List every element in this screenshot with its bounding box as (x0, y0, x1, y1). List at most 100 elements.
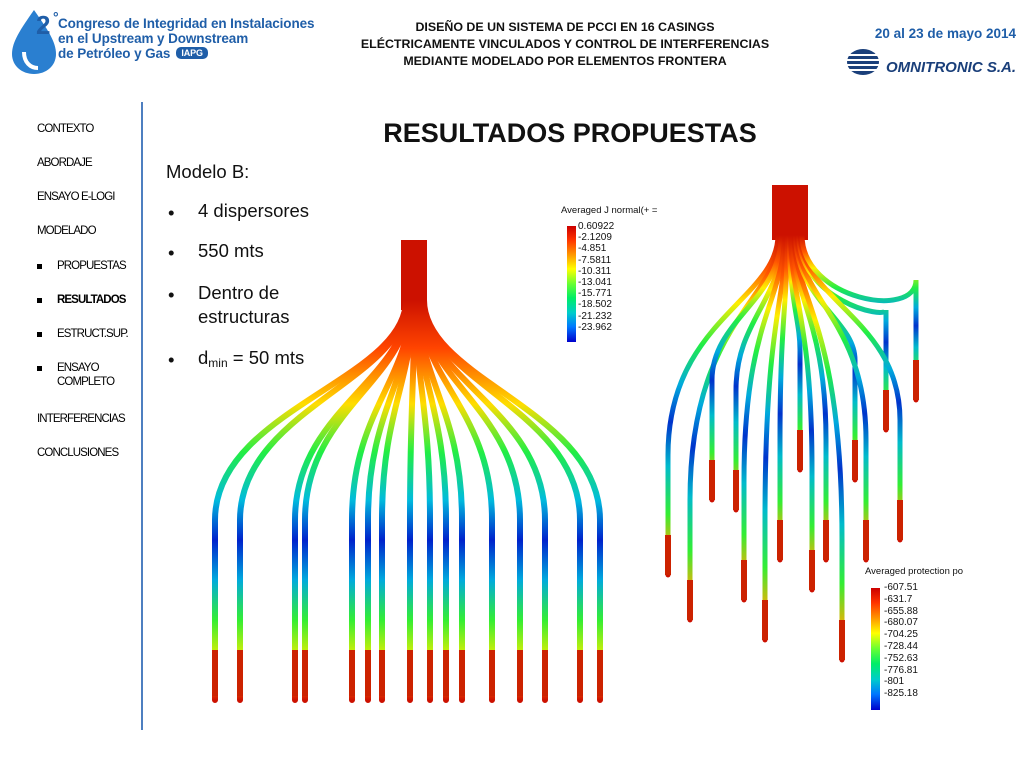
casing-tip (489, 650, 495, 696)
dmin-subscript: min (208, 356, 228, 370)
sidebar-item-modelado[interactable]: MODELADO (37, 225, 97, 237)
casing-tip (863, 520, 869, 560)
casing-tip (687, 580, 693, 620)
logo-number: 2 (36, 10, 50, 40)
casing-tip (443, 650, 449, 696)
legend-protection-value: -655.88 (884, 605, 918, 617)
sidebar-divider (141, 102, 143, 730)
bullet-length: 550 mts (198, 240, 264, 261)
casing-tip (577, 650, 583, 696)
casing-tip (733, 470, 739, 510)
legend-protection-title: Averaged protection po (865, 566, 964, 577)
model-label: Modelo B: (166, 161, 250, 182)
casing-tip (852, 440, 858, 480)
casing-tip (597, 650, 603, 696)
bullet-dot-icon: • (168, 242, 175, 263)
legend-current-value: 0.60922 (578, 221, 615, 232)
legend-protection-value: -728.44 (884, 640, 918, 652)
header-title-line2: ELÉCTRICAMENTE VINCULADOS Y CONTROL DE I… (360, 37, 770, 51)
dmin-symbol: d (198, 347, 209, 368)
bullet-square-icon (37, 298, 42, 303)
header-title: DISEÑO DE UN SISTEMA DE PCCI EN 16 CASIN… (320, 19, 810, 70)
right-model-casings (665, 185, 919, 663)
legend-current-value: -18.502 (578, 299, 612, 311)
casing-tip (709, 460, 715, 500)
legend-current-value: -13.041 (578, 277, 612, 289)
casing-tip (823, 520, 829, 560)
casing-tip (839, 620, 845, 660)
casing-tip (542, 650, 548, 696)
casing-line (302, 297, 413, 703)
bullet-dot-icon: • (168, 284, 175, 305)
casing-line (421, 297, 603, 703)
casing-tip (797, 430, 803, 470)
bullet-dispersores: 4 dispersores (198, 200, 310, 221)
casing-line (709, 232, 784, 503)
legend-protection-value: -825.18 (884, 688, 918, 700)
legend-current-values: 0.60922 -2.1209 -4.851 -7.5811 -10.311 -… (578, 221, 614, 333)
legend-current-value: -15.771 (578, 288, 612, 300)
bullet-dot-icon: • (168, 202, 175, 223)
bullet-dot-icon: • (168, 349, 175, 370)
sidebar-item-propuestas[interactable]: PROPUESTAS (57, 260, 127, 272)
logo-text-line3-label: de Petróleo y Gas (58, 46, 171, 61)
company-logo: OMNITRONIC S.A. (846, 46, 1016, 76)
casing-tip (349, 650, 355, 696)
sidebar-item-abordaje[interactable]: ABORDAJE (37, 157, 93, 169)
bullet-square-icon (37, 264, 42, 269)
casing-tip (741, 560, 747, 600)
legend-protection-value: -704.25 (884, 629, 918, 641)
casing-tip (459, 650, 465, 696)
legend-protection-bar (871, 588, 880, 710)
header-title-line1: DISEÑO DE UN SISTEMA DE PCCI EN 16 CASIN… (415, 20, 715, 34)
casing-tip (913, 360, 919, 400)
dmin-value: = 50 mts (227, 347, 305, 368)
legend-protection-values: -607.51 -631.7 -655.88 -680.07 -704.25 -… (884, 582, 918, 700)
logo-text-line3: de Petróleo y Gas IAPG (58, 46, 208, 61)
casing-tip (762, 600, 768, 640)
bullet-dmin: dmin = 50 mts (198, 346, 304, 375)
casing-line (799, 232, 919, 403)
company-name: OMNITRONIC S.A. (886, 59, 1016, 76)
legend-protection-value: -680.07 (884, 617, 918, 629)
casing-line (237, 297, 411, 703)
legend-current-density: Averaged J normal(+ = 0.60922 -2.1209 -4… (561, 205, 671, 345)
casing-tip (427, 650, 433, 696)
casing-tip (302, 650, 308, 696)
legend-current-value: -21.232 (578, 310, 612, 322)
legend-current-value: -10.311 (578, 265, 612, 277)
casing-line (407, 297, 418, 703)
casing-tip (212, 650, 218, 696)
legend-current-value: -4.851 (578, 243, 607, 255)
event-date: 20 al 23 de mayo 2014 (874, 26, 1016, 41)
globe-stripes-icon (846, 49, 880, 75)
sidebar-item-resultados[interactable]: RESULTADOS (57, 294, 126, 306)
casing-tip (777, 520, 783, 560)
logo-superscript: ° (53, 9, 59, 25)
legend-current-value: -2.1209 (578, 232, 612, 244)
casing-tip (292, 650, 298, 696)
legend-protection-value: -752.63 (884, 652, 918, 664)
legend-protection-value: -631.7 (884, 593, 913, 605)
casing-tip (379, 650, 385, 696)
slide-title: RESULTADOS PROPUESTAS (383, 118, 757, 148)
casing-bundle-top (772, 185, 808, 240)
casing-line (741, 232, 787, 603)
legend-protection-value: -801 (884, 676, 905, 688)
sidebar-item-ensayo-completo[interactable]: ENSAYO COMPLETO (57, 362, 115, 388)
iapg-badge: IAPG (176, 47, 208, 59)
sidebar-item-ensayo-e-logi[interactable]: ENSAYO E-LOGI (37, 191, 115, 203)
bullet-location: Dentro de estructuras (198, 282, 290, 327)
sidebar-item-estruct-sup[interactable]: ESTRUCT.SUP. (57, 328, 129, 340)
legend-current-bar (567, 226, 576, 342)
bullet-square-icon (37, 366, 42, 371)
logo-text-line2: en el Upstream y Downstream (58, 31, 249, 46)
logo-text-line1: Congreso de Integridad en Instalaciones (58, 16, 315, 31)
sidebar-item-contexto[interactable]: CONTEXTO (37, 123, 94, 135)
sidebar-item-interferencias[interactable]: INTERFERENCIAS (37, 413, 126, 425)
casing-tip (237, 650, 243, 696)
sidebar-item-conclusiones[interactable]: CONCLUSIONES (37, 447, 119, 459)
bullet-square-icon (37, 332, 42, 337)
casing-tip (365, 650, 371, 696)
